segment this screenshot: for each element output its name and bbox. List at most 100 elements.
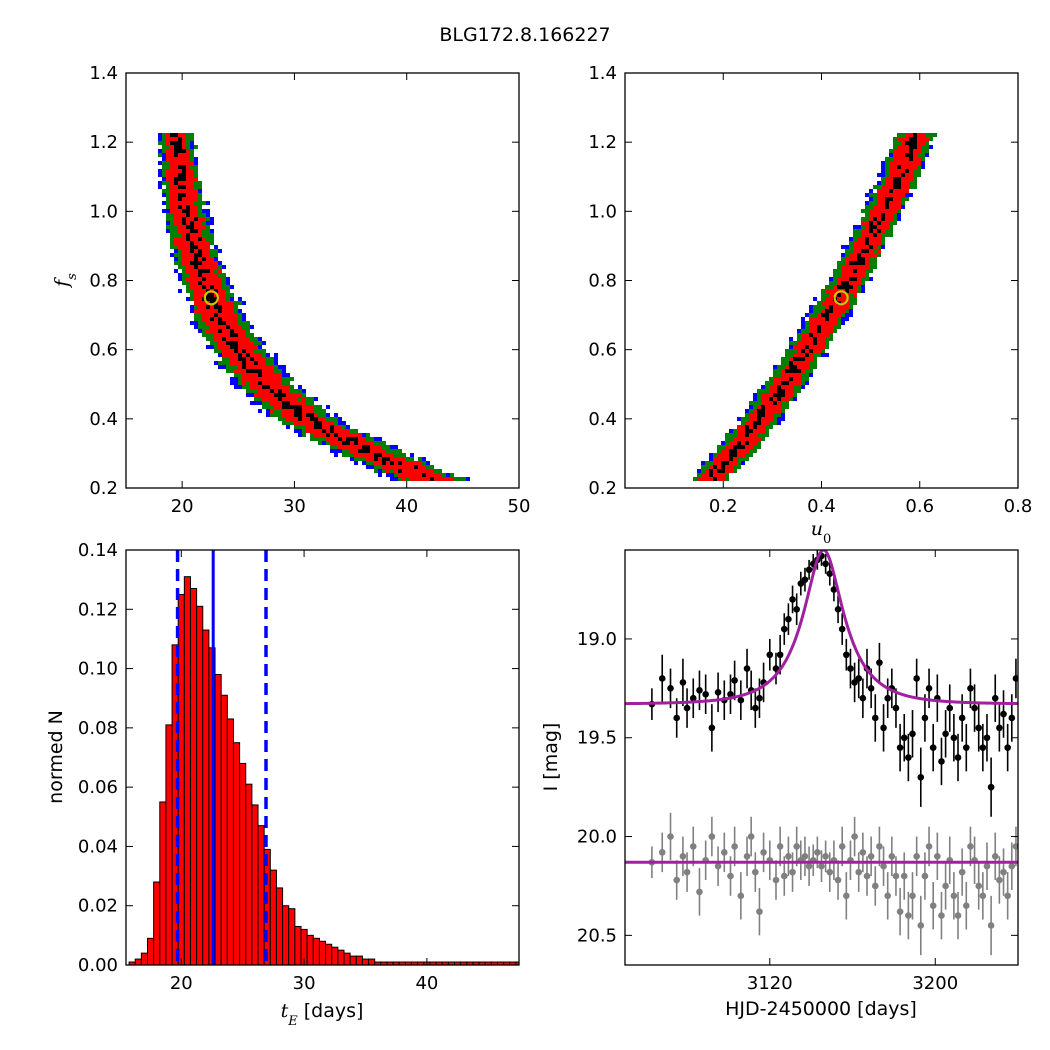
p1-density-cell	[781, 381, 785, 385]
p1-density-cell	[777, 385, 781, 389]
p0-density-cell	[390, 469, 394, 473]
p0-density-cell	[218, 301, 222, 305]
p0-density-cell	[174, 245, 178, 249]
p1-density-cell	[725, 445, 729, 449]
p1-xlabel: u0	[811, 518, 832, 547]
p0-density-cell	[290, 385, 294, 389]
p0-density-cell	[258, 377, 262, 381]
p0-density-cell	[326, 421, 330, 425]
p1-density-cell	[873, 265, 877, 269]
p1-density-cell	[897, 133, 901, 137]
p0-density-cell	[402, 457, 406, 461]
p0-density-cell	[402, 477, 406, 481]
p1-density-cell	[717, 469, 721, 473]
p2-bars	[128, 550, 520, 966]
p1-density-cell	[789, 389, 793, 393]
p1-density-cell	[869, 213, 873, 217]
p1-density-cell	[913, 169, 917, 173]
p0-density-cell	[298, 397, 302, 401]
p0-density-cell	[294, 389, 298, 393]
p0-density-cell	[262, 341, 266, 345]
p1-density-cell	[877, 209, 881, 213]
p1-density-cell	[881, 241, 885, 245]
p0-density-cell	[214, 313, 218, 317]
p0-density-cell	[234, 325, 238, 329]
p0-density-cell	[182, 197, 186, 201]
p0-density-cell	[306, 417, 310, 421]
p0-density-cell	[310, 421, 314, 425]
p1-density-cell	[873, 213, 877, 217]
p1-density-cell	[809, 325, 813, 329]
p1-density-cell	[893, 205, 897, 209]
p1-density-cell	[769, 417, 773, 421]
p3-data-point	[876, 659, 883, 666]
p0-density-cell	[178, 145, 182, 149]
p0-density-cell	[166, 177, 170, 181]
p1-density-cell	[817, 305, 821, 309]
p1-density-cell	[757, 417, 761, 421]
p0-density-cell	[250, 393, 254, 397]
p1-density-cell	[829, 309, 833, 313]
p0-density-cell	[170, 149, 174, 153]
p0-xtick-label: 30	[283, 496, 306, 517]
p0-density-cell	[222, 365, 226, 369]
p1-density-cell	[793, 385, 797, 389]
p1-density-cell	[793, 353, 797, 357]
p0-density-cell	[206, 281, 210, 285]
p0-density-cell	[290, 409, 294, 413]
p0-density-cell	[258, 389, 262, 393]
p0-density-cell	[302, 413, 306, 417]
p3-residual-point	[838, 843, 846, 850]
p0-density-cell	[202, 225, 206, 229]
p0-density-cell	[346, 441, 350, 445]
p0-density-cell	[266, 393, 270, 397]
p3-data-point	[727, 690, 734, 698]
p0-density-cell	[170, 225, 174, 229]
p0-density-cell	[350, 449, 354, 453]
p0-density-cell	[226, 317, 230, 321]
p2-histogram-bar	[232, 742, 241, 966]
p0-density-cell	[170, 229, 174, 233]
p3-data-point	[871, 714, 879, 722]
p1-density-cell	[849, 297, 853, 301]
p1-density-cell	[789, 393, 793, 397]
p1-density-cell	[813, 321, 817, 325]
p0-density-cell	[194, 313, 198, 317]
p0-density-cell	[174, 193, 178, 197]
p0-density-cell	[342, 441, 346, 445]
p1-density-cell	[761, 405, 765, 409]
p3-ylabel: I [mag]	[540, 723, 562, 792]
p0-density-cell	[182, 257, 186, 261]
p0-density-cell	[334, 425, 338, 429]
p1-density-cell	[905, 157, 909, 161]
p1-density-cell	[761, 425, 765, 429]
p1-density-cell	[825, 293, 829, 297]
p1-density-cell	[861, 285, 865, 289]
p1-xtick-label: 0.8	[1004, 496, 1033, 517]
p3-residual-point	[867, 853, 875, 860]
p0-density-cell	[186, 285, 190, 289]
p0-density-cell	[202, 221, 206, 225]
p0-density-cell	[394, 469, 398, 473]
p1-frame	[624, 72, 1019, 489]
p1-density-cell	[913, 141, 917, 145]
p1-density-cell	[801, 377, 805, 381]
p1-density-cell	[781, 385, 785, 389]
p0-density-cell	[166, 193, 170, 197]
p0-density-cell	[194, 297, 198, 301]
p1-density-cell	[805, 377, 809, 381]
p0-density-cell	[238, 385, 242, 389]
p0-density-cell	[214, 289, 218, 293]
p0-density-cell	[166, 181, 170, 185]
p1-density-cell	[813, 329, 817, 333]
p1-density-cell	[877, 181, 881, 185]
p0-density-cell	[378, 465, 382, 469]
p0-density-cell	[346, 449, 350, 453]
p0-density-cell	[254, 353, 258, 357]
p0-density-cell	[158, 133, 162, 137]
p0-density-cell	[210, 293, 214, 297]
p0-density-cell	[354, 449, 358, 453]
p1-density-cell	[749, 445, 753, 449]
p0-density-cell	[378, 437, 382, 441]
p0-density-cell	[182, 273, 186, 277]
